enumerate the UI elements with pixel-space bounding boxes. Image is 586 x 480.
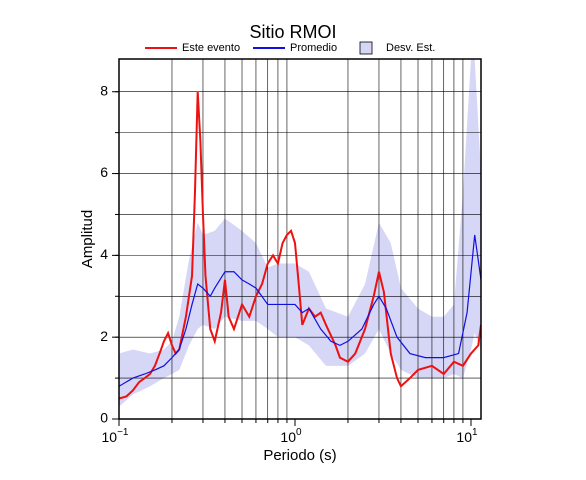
y-tick-label: 0: [100, 410, 108, 426]
std-band: [119, 59, 481, 407]
x-tick-label: 100: [280, 427, 302, 445]
x-tick-exponent: 1: [472, 427, 478, 438]
x-axis-label: Periodo (s): [263, 447, 336, 464]
x-tick-label: 10−1: [102, 427, 129, 445]
y-tick-label: 8: [100, 82, 108, 98]
chart-title: Sitio RMOI: [249, 22, 336, 42]
x-tick-base: 10: [102, 429, 118, 445]
line-series: [119, 91, 481, 400]
x-tick-label: 101: [456, 427, 478, 445]
x-tick-exponent: 0: [296, 427, 302, 438]
y-axis-label: Amplitud: [79, 210, 96, 268]
plot-frame: [118, 58, 482, 420]
legend-label: Promedio: [290, 42, 337, 54]
x-tick-base: 10: [456, 429, 472, 445]
legend-swatch: [359, 41, 373, 55]
x-tick-exponent: −1: [117, 427, 129, 438]
plot-area: [119, 59, 481, 419]
x-tick-base: 10: [280, 429, 296, 445]
line-series: [119, 234, 481, 387]
legend-label: Desv. Est.: [386, 42, 435, 54]
legend-label: Este evento: [182, 42, 240, 54]
y-tick-label: 4: [100, 246, 108, 262]
y-tick-label: 2: [100, 328, 108, 344]
y-tick-label: 6: [100, 164, 108, 180]
